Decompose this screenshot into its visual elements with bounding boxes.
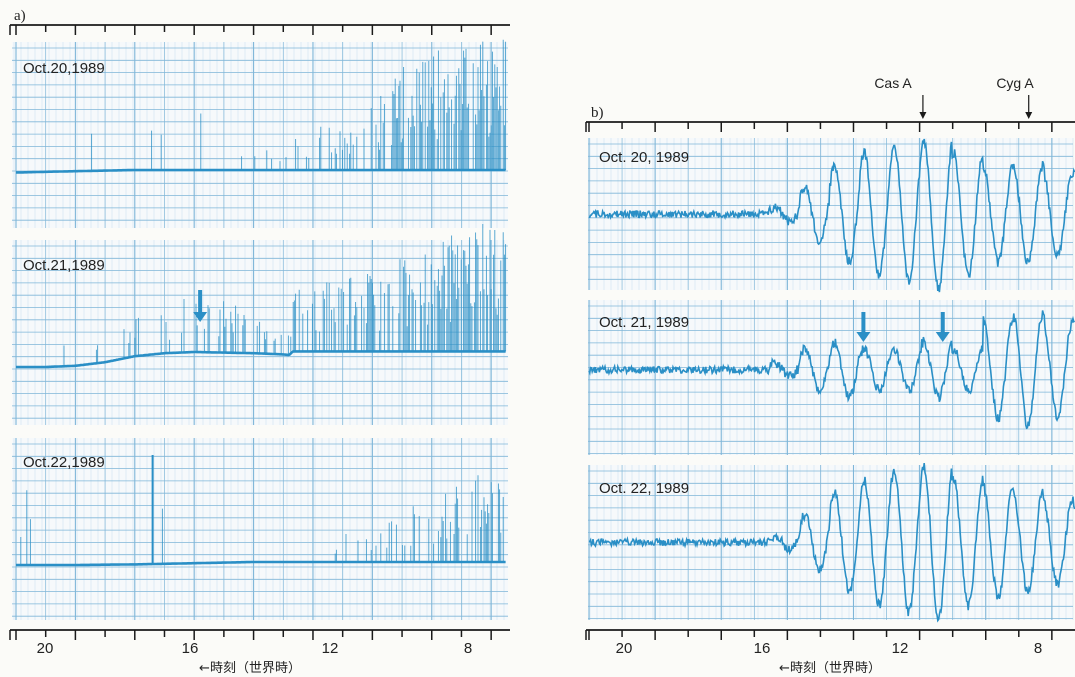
panel-a-tick-12: 12 xyxy=(322,640,339,657)
source-label-cas-a: Cas A xyxy=(874,75,912,91)
panel-b-series-3-line xyxy=(588,463,1075,623)
panel-a-series-3-label: Oct.22,1989 xyxy=(23,454,105,471)
panel-a-tick-20: 20 xyxy=(37,640,54,657)
panel-a-series-2-arrow-1-head xyxy=(193,312,208,322)
panel-b-series-3-label: Oct. 22, 1989 xyxy=(599,480,689,497)
panel-b-series-2-line xyxy=(588,310,1075,430)
label-layer: a) b) Oct.20,1989 Oct.21,1989 Oct.22,198… xyxy=(14,8,1042,676)
panel-b-series-2-arrow-2-head xyxy=(935,332,950,342)
panel-b-xlabel: ←時刻（世界時） xyxy=(779,661,881,676)
panel-b-label: b) xyxy=(591,105,604,121)
panel-a-tick-8: 8 xyxy=(464,640,472,657)
panel-a-series-2-line xyxy=(16,350,506,369)
panel-a-label: a) xyxy=(14,8,26,24)
panel-a-series-3-line xyxy=(16,560,506,567)
panel-b-tick-8: 8 xyxy=(1034,640,1042,657)
panel-a-tick-16: 16 xyxy=(182,640,199,657)
axis-layer xyxy=(9,24,1075,640)
panel-b-tick-20: 20 xyxy=(616,640,633,657)
panel-a-series-1-line xyxy=(16,168,506,174)
trace-layer xyxy=(16,39,1075,623)
source-label-cyg-a: Cyg A xyxy=(996,75,1034,91)
panel-b-series-2-arrow-1-head xyxy=(856,332,871,342)
panel-b-series-1-label: Oct. 20, 1989 xyxy=(599,149,689,166)
panel-a-series-1-label: Oct.20,1989 xyxy=(23,60,105,77)
panel-a-xlabel: ←時刻（世界時） xyxy=(199,661,301,676)
panel-b-series-2-label: Oct. 21, 1989 xyxy=(599,314,689,331)
panel-b-tick-12: 12 xyxy=(892,640,909,657)
panel-b-series-1-line xyxy=(589,138,1075,293)
panel-a-series-1-noise xyxy=(91,39,507,171)
panel-a-series-2-noise xyxy=(63,224,507,367)
panel-b-tick-16: 16 xyxy=(754,640,771,657)
panel-a-series-3-noise xyxy=(20,475,504,565)
grid-layer xyxy=(12,42,1074,620)
panel-a-series-2-label: Oct.21,1989 xyxy=(23,257,105,274)
source-marker-1-head xyxy=(919,112,927,119)
source-marker-2-head xyxy=(1025,112,1033,119)
